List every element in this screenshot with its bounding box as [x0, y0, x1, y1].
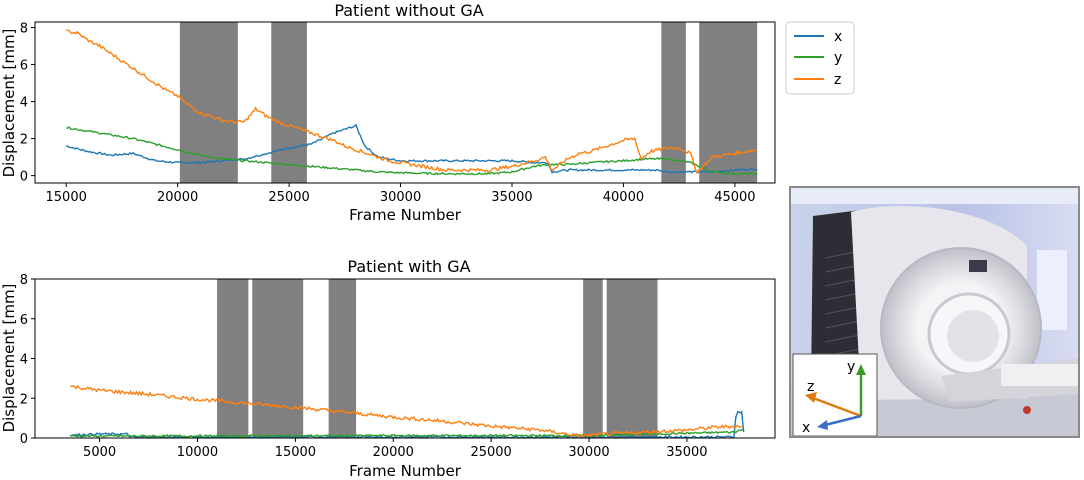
shaded-region-1 [217, 279, 249, 438]
excluded-frames-shading [217, 279, 658, 438]
y-tick-label: 4 [20, 96, 28, 111]
y-axis-ticks: 0 2 4 6 8 [20, 22, 35, 185]
legend-label-y: y [834, 50, 842, 66]
y-tick-label: 2 [20, 392, 28, 407]
shaded-region-3 [661, 22, 686, 183]
x-tick-label: 35000 [666, 445, 707, 460]
x-tick-label: 35000 [491, 190, 532, 205]
y-tick-label: 0 [20, 170, 28, 185]
shaded-region-4 [583, 279, 603, 438]
series-line-z [70, 384, 743, 439]
x-axis-ticks: 5000 10000 15000 20000 25000 30000 35000 [83, 438, 708, 460]
x-tick-label: 15000 [275, 445, 316, 460]
y-axis-ticks: 0 2 4 6 8 [20, 273, 35, 447]
mri-scanner-illustration: y z x [791, 188, 1078, 436]
y-tick-label: 8 [20, 22, 28, 37]
x-tick-label: 25000 [470, 445, 511, 460]
axis-label-y: y [847, 359, 855, 375]
chart-patient-without-ga: Patient without GA 15000 20000 25000 30000 3… [0, 1, 776, 224]
axis-label-x: x [802, 420, 810, 436]
y-axis-label: Displacement [mm] [0, 284, 18, 433]
chart-title: Patient without GA [334, 1, 483, 20]
series-lines [66, 29, 758, 176]
x-tick-label: 20000 [373, 445, 414, 460]
y-tick-label: 0 [20, 432, 28, 447]
shaded-region-3 [328, 279, 357, 438]
x-tick-label: 45000 [714, 190, 755, 205]
chart-title: Patient with GA [347, 257, 470, 276]
mri-scanner-photo: y z x [789, 186, 1080, 438]
legend-label-z: z [834, 72, 841, 88]
x-tick-label: 30000 [568, 445, 609, 460]
x-tick-label: 30000 [380, 190, 421, 205]
legend-label-x: x [834, 29, 842, 45]
shaded-region-2 [252, 279, 304, 438]
x-tick-label: 40000 [603, 190, 644, 205]
y-tick-label: 4 [20, 353, 28, 368]
x-tick-label: 5000 [83, 445, 116, 460]
x-axis-label: Frame Number [349, 462, 462, 480]
x-axis-ticks: 15000 20000 25000 30000 35000 40000 45000 [46, 183, 756, 205]
series-line-x [66, 123, 758, 174]
legend: x y z [785, 21, 855, 95]
chart-patient-with-ga: Patient with GA 5000 10000 15000 20000 25000… [0, 257, 776, 480]
series-line-z [66, 29, 758, 175]
shaded-region-4 [699, 22, 758, 183]
y-tick-label: 6 [20, 59, 28, 74]
plot-frame [34, 278, 776, 439]
shaded-region-2 [271, 22, 307, 183]
y-tick-label: 2 [20, 133, 28, 148]
series-line-y [69, 427, 745, 439]
x-tick-label: 15000 [46, 190, 87, 205]
series-line-y [66, 126, 758, 176]
shaded-region-5 [606, 279, 658, 438]
y-axis-label: Displacement [mm] [0, 29, 18, 178]
axis-label-z: z [807, 379, 814, 395]
x-axis-label: Frame Number [349, 206, 462, 224]
plot-frame [34, 21, 776, 184]
excluded-frames-shading [179, 22, 758, 183]
x-tick-label: 20000 [157, 190, 198, 205]
y-tick-label: 8 [20, 273, 28, 288]
x-tick-label: 25000 [268, 190, 309, 205]
y-tick-label: 6 [20, 313, 28, 328]
x-tick-label: 10000 [177, 445, 218, 460]
